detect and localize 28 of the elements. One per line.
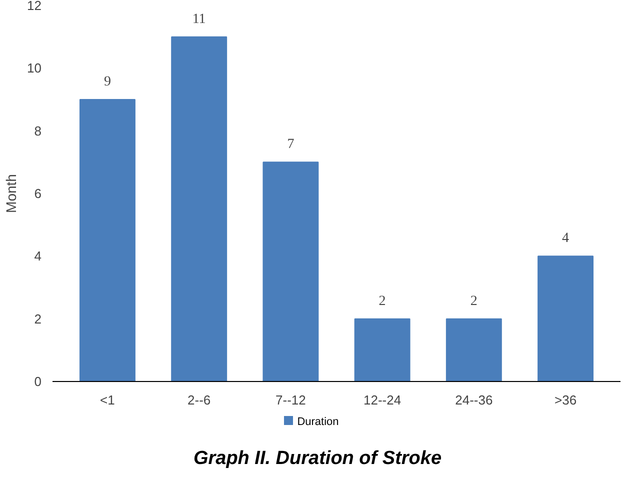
data-label: 2 [470,294,478,309]
data-label: 9 [104,74,111,90]
y-tick-label: 10 [27,60,42,76]
x-tick-label: 24--36 [455,392,493,408]
bar [171,36,228,382]
data-label: 2 [378,294,386,309]
bar [538,256,594,382]
y-tick-label: 2 [34,311,42,326]
y-tick-label: 8 [34,123,42,138]
data-label: 4 [562,231,570,246]
bar [79,99,136,382]
data-label: 7 [287,137,294,152]
y-axis-title: Month [3,174,20,213]
y-tick-label: 4 [34,248,42,264]
bar [262,162,319,382]
bar [354,318,410,382]
x-tick-label: 7--12 [276,392,306,408]
y-tick-label: 6 [34,186,42,201]
bar [446,318,502,382]
x-tick-label: 12--24 [364,392,402,408]
y-tick-label: 12 [27,0,42,13]
text: Graph II. Duration of Stroke [193,447,442,471]
x-tick-label: >36 [554,392,577,408]
y-tick-label: 0 [34,374,42,389]
x-tick-label: <1 [100,392,115,408]
data-label: 11 [192,12,206,27]
x-tick-label: 2--6 [188,392,211,408]
legend-label: Duration [297,416,339,428]
